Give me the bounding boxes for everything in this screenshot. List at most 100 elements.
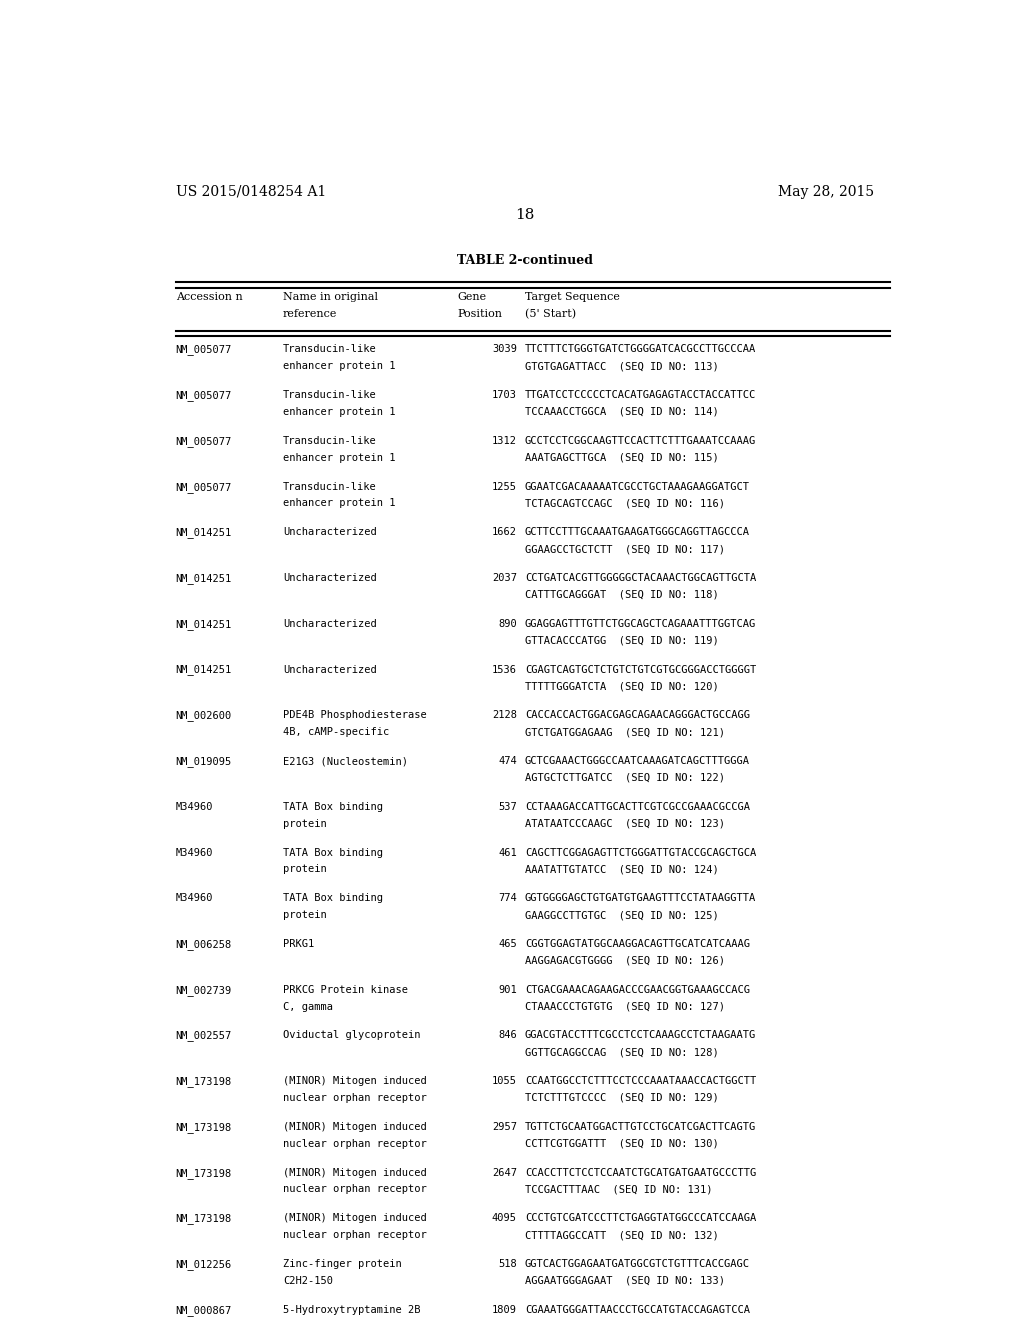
Text: NM_012256: NM_012256	[176, 1259, 231, 1270]
Text: 1255: 1255	[492, 482, 517, 491]
Text: GAAGGCCTTGTGC  (SEQ ID NO: 125): GAAGGCCTTGTGC (SEQ ID NO: 125)	[524, 909, 719, 920]
Text: CCAATGGCCTCTTTCCTCCCAAATAAACCACTGGCTT: CCAATGGCCTCTTTCCTCCCAAATAAACCACTGGCTT	[524, 1076, 756, 1086]
Text: NM_002600: NM_002600	[176, 710, 231, 721]
Text: 901: 901	[498, 985, 517, 995]
Text: enhancer protein 1: enhancer protein 1	[283, 453, 395, 462]
Text: GGAAGCCTGCTCTT  (SEQ ID NO: 117): GGAAGCCTGCTCTT (SEQ ID NO: 117)	[524, 544, 725, 554]
Text: 465: 465	[498, 939, 517, 949]
Text: NM_002739: NM_002739	[176, 985, 231, 995]
Text: NM_002557: NM_002557	[176, 1031, 231, 1041]
Text: 1703: 1703	[492, 391, 517, 400]
Text: GCTCGAAACTGGGCCAATCAAAGATCAGCTTTGGGA: GCTCGAAACTGGGCCAATCAAAGATCAGCTTTGGGA	[524, 756, 750, 766]
Text: nuclear orphan receptor: nuclear orphan receptor	[283, 1184, 427, 1195]
Text: GGTTGCAGGCCAG  (SEQ ID NO: 128): GGTTGCAGGCCAG (SEQ ID NO: 128)	[524, 1047, 719, 1057]
Text: nuclear orphan receptor: nuclear orphan receptor	[283, 1093, 427, 1104]
Text: Uncharacterized: Uncharacterized	[283, 664, 377, 675]
Text: (MINOR) Mitogen induced: (MINOR) Mitogen induced	[283, 1213, 427, 1224]
Text: 18: 18	[515, 209, 535, 222]
Text: GGAATCGACAAAAATCGCCTGCTAAAGAAGGATGCT: GGAATCGACAAAAATCGCCTGCTAAAGAAGGATGCT	[524, 482, 750, 491]
Text: CCACCTTCTCCTCCAATCTGCATGATGAATGCCCTTG: CCACCTTCTCCTCCAATCTGCATGATGAATGCCCTTG	[524, 1168, 756, 1177]
Text: AAGGAGACGTGGGG  (SEQ ID NO: 126): AAGGAGACGTGGGG (SEQ ID NO: 126)	[524, 956, 725, 966]
Text: Zinc-finger protein: Zinc-finger protein	[283, 1259, 401, 1269]
Text: NM_006258: NM_006258	[176, 939, 231, 950]
Text: protein: protein	[283, 865, 327, 874]
Text: enhancer protein 1: enhancer protein 1	[283, 362, 395, 371]
Text: 2037: 2037	[492, 573, 517, 583]
Text: Uncharacterized: Uncharacterized	[283, 619, 377, 628]
Text: 537: 537	[498, 801, 517, 812]
Text: (MINOR) Mitogen induced: (MINOR) Mitogen induced	[283, 1168, 427, 1177]
Text: NM_005077: NM_005077	[176, 391, 231, 401]
Text: May 28, 2015: May 28, 2015	[778, 185, 873, 199]
Text: Transducin-like: Transducin-like	[283, 436, 377, 446]
Text: CGAGTCAGTGCTCTGTCTGTCGTGCGGGACCTGGGGT: CGAGTCAGTGCTCTGTCTGTCGTGCGGGACCTGGGGT	[524, 664, 756, 675]
Text: NM_014251: NM_014251	[176, 573, 231, 583]
Text: TATA Box binding: TATA Box binding	[283, 801, 383, 812]
Text: CTGACGAAACAGAAGACCCGAACGGTGAAAGCCACG: CTGACGAAACAGAAGACCCGAACGGTGAAAGCCACG	[524, 985, 750, 995]
Text: 1536: 1536	[492, 664, 517, 675]
Text: US 2015/0148254 A1: US 2015/0148254 A1	[176, 185, 326, 199]
Text: TTCTTTCTGGGTGATCTGGGGATCACGCCTTGCCCAA: TTCTTTCTGGGTGATCTGGGGATCACGCCTTGCCCAA	[524, 345, 756, 354]
Text: 774: 774	[498, 894, 517, 903]
Text: enhancer protein 1: enhancer protein 1	[283, 499, 395, 508]
Text: Oviductal glycoprotein: Oviductal glycoprotein	[283, 1031, 420, 1040]
Text: TCCAAACCTGGCA  (SEQ ID NO: 114): TCCAAACCTGGCA (SEQ ID NO: 114)	[524, 407, 719, 417]
Text: CTTTTAGGCCATT  (SEQ ID NO: 132): CTTTTAGGCCATT (SEQ ID NO: 132)	[524, 1230, 719, 1241]
Text: Uncharacterized: Uncharacterized	[283, 573, 377, 583]
Text: TCCGACTTTAAC  (SEQ ID NO: 131): TCCGACTTTAAC (SEQ ID NO: 131)	[524, 1184, 713, 1195]
Text: TTTTTGGGATCTA  (SEQ ID NO: 120): TTTTTGGGATCTA (SEQ ID NO: 120)	[524, 681, 719, 692]
Text: 1312: 1312	[492, 436, 517, 446]
Text: enhancer protein 1: enhancer protein 1	[283, 407, 395, 417]
Text: PRKG1: PRKG1	[283, 939, 314, 949]
Text: NM_005077: NM_005077	[176, 345, 231, 355]
Text: NM_019095: NM_019095	[176, 756, 231, 767]
Text: NM_173198: NM_173198	[176, 1076, 231, 1088]
Text: GCCTCCTCGGCAAGTTCCACTTCTTTGAAATCCAAAG: GCCTCCTCGGCAAGTTCCACTTCTTTGAAATCCAAAG	[524, 436, 756, 446]
Text: 474: 474	[498, 756, 517, 766]
Text: GGACGTACCTTTCGCCTCCTCAAAGCCTCTAAGAATG: GGACGTACCTTTCGCCTCCTCAAAGCCTCTAAGAATG	[524, 1031, 756, 1040]
Text: GCTTCCTTTGCAAATGAAGATGGGCAGGTTAGCCCA: GCTTCCTTTGCAAATGAAGATGGGCAGGTTAGCCCA	[524, 528, 750, 537]
Text: CGGTGGAGTATGGCAAGGACAGTTGCATCATCAAAG: CGGTGGAGTATGGCAAGGACAGTTGCATCATCAAAG	[524, 939, 750, 949]
Text: 3039: 3039	[492, 345, 517, 354]
Text: CAGCTTCGGAGAGTTCTGGGATTGTACCGCAGCTGCA: CAGCTTCGGAGAGTTCTGGGATTGTACCGCAGCTGCA	[524, 847, 756, 858]
Text: M34960: M34960	[176, 847, 213, 858]
Text: TCTCTTTGTCCCC  (SEQ ID NO: 129): TCTCTTTGTCCCC (SEQ ID NO: 129)	[524, 1093, 719, 1104]
Text: M34960: M34960	[176, 894, 213, 903]
Text: E21G3 (Nucleostemin): E21G3 (Nucleostemin)	[283, 756, 408, 766]
Text: CCTGATCACGTTGGGGGCTACAAACTGGCAGTTGCTA: CCTGATCACGTTGGGGGCTACAAACTGGCAGTTGCTA	[524, 573, 756, 583]
Text: CACCACCACTGGACGAGCAGAACAGGGACTGCCAGG: CACCACCACTGGACGAGCAGAACAGGGACTGCCAGG	[524, 710, 750, 721]
Text: Transducin-like: Transducin-like	[283, 345, 377, 354]
Text: 461: 461	[498, 847, 517, 858]
Text: PRKCG Protein kinase: PRKCG Protein kinase	[283, 985, 408, 995]
Text: NM_014251: NM_014251	[176, 664, 231, 676]
Text: NM_173198: NM_173198	[176, 1122, 231, 1133]
Text: TTGATCCTCCCCCTCACATGAGAGTACCTACCATTCC: TTGATCCTCCCCCTCACATGAGAGTACCTACCATTCC	[524, 391, 756, 400]
Text: NM_173198: NM_173198	[176, 1213, 231, 1225]
Text: AAATGAGCTTGCA  (SEQ ID NO: 115): AAATGAGCTTGCA (SEQ ID NO: 115)	[524, 453, 719, 462]
Text: TGTTCTGCAATGGACTTGTCCTGCATCGACTTCAGTG: TGTTCTGCAATGGACTTGTCCTGCATCGACTTCAGTG	[524, 1122, 756, 1133]
Text: 1662: 1662	[492, 528, 517, 537]
Text: (MINOR) Mitogen induced: (MINOR) Mitogen induced	[283, 1076, 427, 1086]
Text: TATA Box binding: TATA Box binding	[283, 847, 383, 858]
Text: GGTGGGGAGCTGTGATGTGAAGTTTCCTATAAGGTТА: GGTGGGGAGCTGTGATGTGAAGTTTCCTATAAGGTТА	[524, 894, 756, 903]
Text: GTGTGAGATTACC  (SEQ ID NO: 113): GTGTGAGATTACC (SEQ ID NO: 113)	[524, 362, 719, 371]
Text: protein: protein	[283, 909, 327, 920]
Text: AGGAATGGGAGAAT  (SEQ ID NO: 133): AGGAATGGGAGAAT (SEQ ID NO: 133)	[524, 1276, 725, 1286]
Text: nuclear orphan receptor: nuclear orphan receptor	[283, 1230, 427, 1241]
Text: nuclear orphan receptor: nuclear orphan receptor	[283, 1139, 427, 1148]
Text: 2957: 2957	[492, 1122, 517, 1133]
Text: M34960: M34960	[176, 801, 213, 812]
Text: 1809: 1809	[492, 1305, 517, 1315]
Text: NM_014251: NM_014251	[176, 528, 231, 539]
Text: 1055: 1055	[492, 1076, 517, 1086]
Text: GTCTGATGGAGAAG  (SEQ ID NO: 121): GTCTGATGGAGAAG (SEQ ID NO: 121)	[524, 727, 725, 737]
Text: reference: reference	[283, 309, 337, 319]
Text: C2H2-150: C2H2-150	[283, 1276, 333, 1286]
Text: NM_005077: NM_005077	[176, 482, 231, 492]
Text: ATATAATCCCAAGC  (SEQ ID NO: 123): ATATAATCCCAAGC (SEQ ID NO: 123)	[524, 818, 725, 829]
Text: Transducin-like: Transducin-like	[283, 391, 377, 400]
Text: CATTTGCAGGGAT  (SEQ ID NO: 118): CATTTGCAGGGAT (SEQ ID NO: 118)	[524, 590, 719, 599]
Text: Target Sequence: Target Sequence	[524, 292, 620, 302]
Text: Transducin-like: Transducin-like	[283, 482, 377, 491]
Text: 518: 518	[498, 1259, 517, 1269]
